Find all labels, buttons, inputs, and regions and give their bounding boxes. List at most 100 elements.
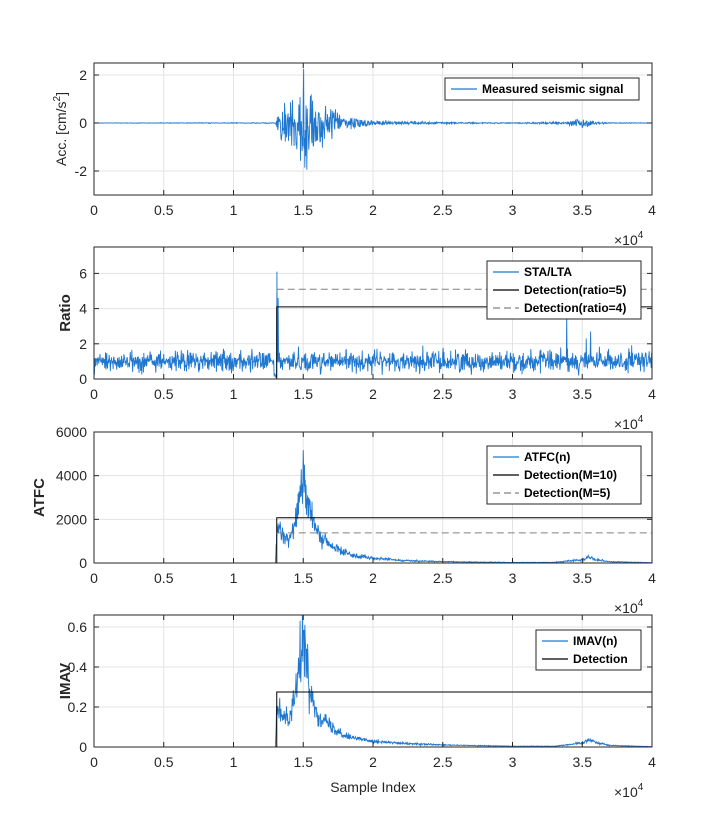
y-tick-labels: 0 0.2 0.4 0.6 xyxy=(68,619,88,755)
y-tick-label: 4 xyxy=(79,301,87,317)
y-tick-label: 6000 xyxy=(56,424,87,440)
x-tick-label: 2 xyxy=(369,386,377,402)
y-tick-label: 4000 xyxy=(56,468,87,484)
plot-series xyxy=(94,450,652,563)
y-tick-label: 6 xyxy=(79,265,87,281)
y-tick-label: 0 xyxy=(79,555,87,571)
x-tick-label: 0 xyxy=(90,754,98,770)
legend-box xyxy=(444,77,640,101)
x-tick-label: 3 xyxy=(509,202,517,218)
legend: IMAV(n) Detection xyxy=(535,629,642,671)
series-1-line xyxy=(94,271,652,378)
series-2-line xyxy=(94,517,652,563)
x-tick-label: 3 xyxy=(509,386,517,402)
x-tick-label: 1.5 xyxy=(294,570,314,586)
x-tick-labels: 0 0.5 1 1.5 2 2.5 3 3.5 4 xyxy=(90,754,656,770)
y-tick-labels: 0 2000 4000 6000 xyxy=(56,424,87,571)
y-tick-label: 0 xyxy=(79,739,87,755)
x-exponent-label: ×104 xyxy=(614,782,644,800)
legend-entry: IMAV(n) xyxy=(573,634,617,648)
axes-frame xyxy=(93,246,653,380)
panel-imav: 0 0.5 1 1.5 2 2.5 3 3.5 4 00.20.40.6 IMAV ×104 I… xyxy=(57,614,656,800)
legend-entry: Detection(ratio=4) xyxy=(524,301,626,315)
legend-entry: Detection(M=10) xyxy=(524,468,617,482)
x-exponent-base: ×10 xyxy=(614,232,638,248)
y-axis-label-tail: ] xyxy=(53,92,69,96)
x-tick-label: 0.5 xyxy=(154,570,174,586)
series-2-line xyxy=(94,691,652,747)
x-tick-label: 3.5 xyxy=(573,386,593,402)
legend-entry: Measured seismic signal xyxy=(482,82,623,96)
x-exponent-base: ×10 xyxy=(614,784,638,800)
x-exponent-label: ×104 xyxy=(614,598,644,616)
x-tick-label: 1.5 xyxy=(294,202,314,218)
x-tick-label: 1 xyxy=(230,386,238,402)
series-1-line xyxy=(94,615,652,747)
legend-entry: ATFC(n) xyxy=(524,450,570,464)
y-axis-label-sup: 2 xyxy=(52,95,63,101)
x-tick-label: 4 xyxy=(648,386,656,402)
x-tick-label: 4 xyxy=(648,570,656,586)
x-exponent-text: ×104 xyxy=(614,598,644,616)
axes-frame xyxy=(93,614,653,748)
x-tick-label: 3 xyxy=(509,570,517,586)
x-exponent-base: ×10 xyxy=(614,416,638,432)
y-tick-label: 0.2 xyxy=(68,699,88,715)
x-exponent-text: ×104 xyxy=(614,414,644,432)
legend-entry: Detection(ratio=5) xyxy=(524,283,626,297)
axes-frame xyxy=(93,62,653,196)
x-tick-label: 2.5 xyxy=(433,570,453,586)
series-2-line xyxy=(94,306,652,379)
y-tick-label: 0.6 xyxy=(68,619,88,635)
x-tick-label: 3.5 xyxy=(573,754,593,770)
y-tick-label: 0 xyxy=(79,115,87,131)
y-axis-label: IMAV xyxy=(57,663,74,699)
y-tick-label: 2 xyxy=(79,67,87,83)
x-exponent-base: ×10 xyxy=(614,600,638,616)
x-tick-label: 0 xyxy=(90,570,98,586)
x-tick-label: 2 xyxy=(369,754,377,770)
x-tick-label: 2 xyxy=(369,570,377,586)
plot-series xyxy=(94,68,652,170)
y-tick-labels: -2 0 2 xyxy=(75,67,88,179)
x-tick-label: 1 xyxy=(230,570,238,586)
legend-entry: Detection(M=5) xyxy=(524,486,610,500)
axes-frame xyxy=(93,431,653,564)
y-axis-label: ATFC xyxy=(31,478,48,517)
panel-acceleration: 0 0.5 1 1.5 2 2.5 3 3.5 4 -202 Acc. [cm/s2] ×104… xyxy=(52,62,656,248)
series-1-line xyxy=(94,68,652,170)
x-axis-label: Sample Index xyxy=(330,779,416,795)
x-exponent-power: 4 xyxy=(638,414,644,425)
legend-entry: STA/LTA xyxy=(524,265,572,279)
x-tick-label: 1 xyxy=(230,202,238,218)
x-tick-label: 2.5 xyxy=(433,754,453,770)
x-exponent-text: ×104 xyxy=(614,782,644,800)
y-tick-labels: 0 2 4 6 xyxy=(79,265,87,387)
y-axis-label: Acc. [cm/s2] xyxy=(52,92,69,166)
x-tick-label: 1.5 xyxy=(294,754,314,770)
x-tick-labels: 0 0.5 1 1.5 2 2.5 3 3.5 4 xyxy=(90,202,656,218)
x-tick-label: 3.5 xyxy=(573,202,593,218)
panel-atfc: 0 0.5 1 1.5 2 2.5 3 3.5 4 0 2000 4000 6000 ATFC ×10… xyxy=(31,424,656,616)
x-tick-label: 3.5 xyxy=(573,570,593,586)
x-tick-label: 0.5 xyxy=(154,754,174,770)
x-exponent-power: 4 xyxy=(638,230,644,241)
x-exponent-label: ×104 xyxy=(614,230,644,248)
x-tick-label: 0.5 xyxy=(154,202,174,218)
x-exponent-label: ×104 xyxy=(614,414,644,432)
y-tick-label: -2 xyxy=(75,163,88,179)
x-exponent-power: 4 xyxy=(638,782,644,793)
legend: ATFC(n) Detection(M=10) Detection(M=5) xyxy=(486,445,642,505)
x-tick-label: 2.5 xyxy=(433,202,453,218)
x-tick-labels: 0 0.5 1 1.5 2 2.5 3 3.5 4 xyxy=(90,570,656,586)
y-axis-label: Ratio xyxy=(57,294,74,332)
y-axis-label-main: Acc. [cm/s xyxy=(53,101,69,166)
legend: Measured seismic signal xyxy=(444,77,640,101)
x-exponent-power: 4 xyxy=(638,598,644,609)
x-tick-label: 4 xyxy=(648,754,656,770)
legend: STA/LTA Detection(ratio=5) Detection(ratio… xyxy=(486,260,642,320)
y-tick-label: 2 xyxy=(79,336,87,352)
x-tick-label: 2.5 xyxy=(433,386,453,402)
